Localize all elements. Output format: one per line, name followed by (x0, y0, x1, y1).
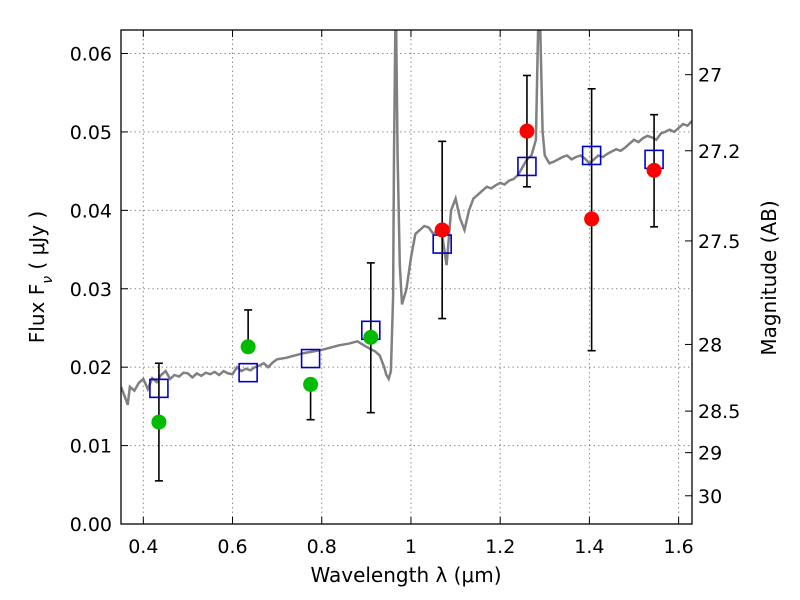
y2-axis-label: Magnitude (AB) (757, 200, 781, 355)
y-axis-label-subscript: ν (40, 276, 56, 284)
x-axis-label: Wavelength λ (μm) (310, 563, 501, 587)
y-tick-label: 0.00 (70, 514, 112, 536)
y2-tick-label: 28 (698, 334, 722, 356)
observed-nir-point (519, 123, 535, 139)
model-photometry-squares (149, 145, 664, 399)
observed-optical-point (363, 329, 379, 345)
y-axis-label-main: Flux F (25, 284, 49, 343)
y-axis-label-group: Flux Fν ( μJy ) (25, 211, 56, 343)
model-photometry-square (238, 362, 258, 383)
x-tick-label: 0.8 (307, 536, 337, 558)
observed-flux-points (151, 123, 662, 430)
observed-optical-point (303, 376, 319, 392)
x-tick-label: 1 (405, 536, 417, 558)
y2-axis-ticks: 27 27.2 27.5 28 28.5 29 30 (685, 65, 740, 508)
y2-tick-label: 27.2 (698, 141, 740, 163)
y-tick-label: 0.02 (70, 357, 112, 379)
y-tick-label: 0.01 (70, 436, 112, 458)
y-axis-label: Flux Fν ( μJy ) (25, 211, 56, 343)
y2-tick-label: 28.5 (698, 401, 740, 423)
plot-frame (120, 29, 693, 525)
y-tick-label: 0.06 (70, 44, 112, 66)
y-tick-label: 0.05 (70, 122, 112, 144)
model-photometry-square (581, 145, 602, 166)
x-axis-ticks: 0.4 0.6 0.8 1 1.2 1.4 1.6 (128, 30, 694, 558)
model-photometry-square (517, 156, 537, 177)
x-tick-label: 0.6 (217, 536, 247, 558)
y2-tick-label: 30 (698, 486, 722, 508)
y2-axis-label-group: Magnitude (AB) (757, 200, 781, 355)
y2-tick-label: 27.5 (698, 231, 740, 253)
y2-tick-label: 29 (698, 443, 722, 465)
y-tick-label: 0.04 (70, 200, 112, 222)
observed-nir-point (434, 222, 450, 238)
y-axis-ticks: 0.00 0.01 0.02 0.03 0.04 0.05 0.06 (70, 44, 128, 536)
x-tick-label: 1.4 (574, 536, 604, 558)
model-photometry-square (300, 348, 321, 369)
error-bars (154, 74, 659, 482)
observed-optical-point (240, 339, 256, 355)
y-tick-label: 0.03 (70, 279, 112, 301)
observed-nir-point (646, 162, 662, 178)
x-tick-label: 1.6 (664, 536, 694, 558)
model-spectrum-line (121, 30, 692, 406)
observed-optical-point (151, 414, 167, 430)
spectrum-path (121, 30, 692, 406)
x-tick-label: 0.4 (128, 536, 158, 558)
grid-lines (121, 30, 692, 524)
observed-nir-point (584, 211, 600, 227)
y2-tick-label: 27 (698, 65, 722, 87)
x-tick-label: 1.2 (485, 536, 515, 558)
model-photometry-square (149, 378, 169, 399)
y-axis-label-unit: ( μJy ) (25, 211, 49, 276)
